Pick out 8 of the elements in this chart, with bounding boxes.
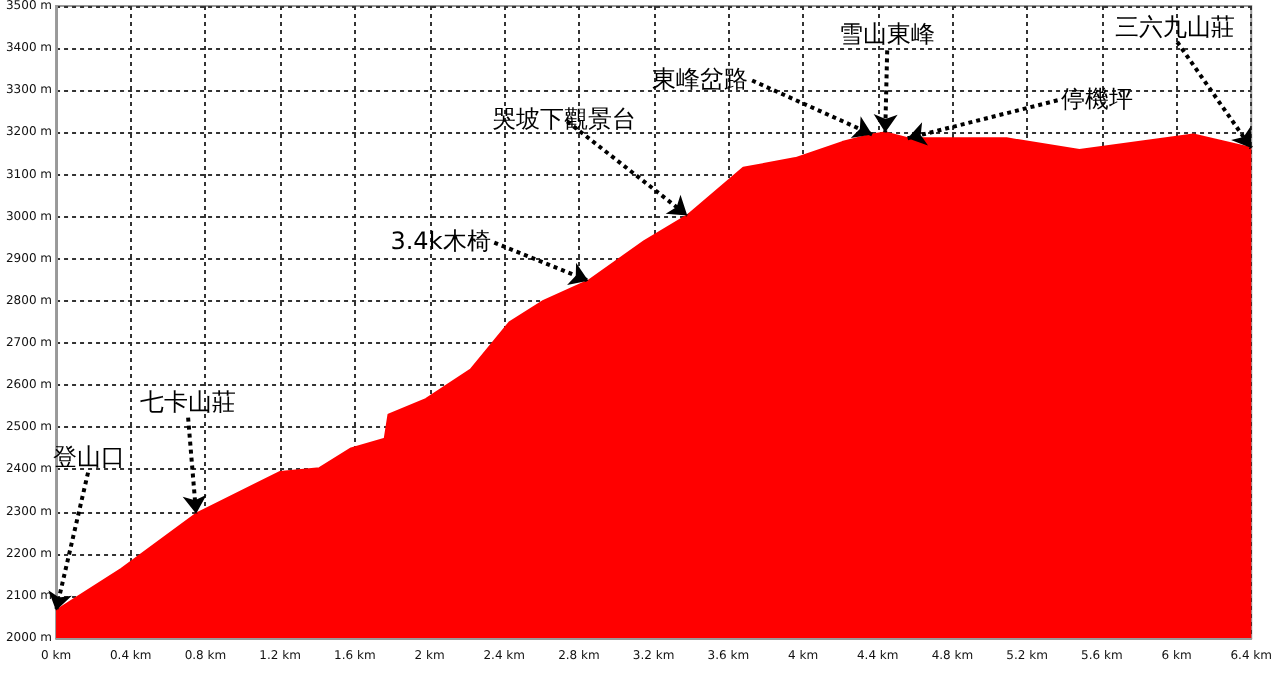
annotation: 停機坪 (1061, 85, 1134, 114)
annotation: 東峰岔路 (652, 64, 749, 93)
annotation: 3.4k木椅 (390, 227, 491, 256)
annotation: 哭坡下觀景台 (492, 104, 637, 133)
annotation: 七卡山莊 (139, 387, 236, 416)
annotation: 三六九山莊 (1114, 12, 1235, 41)
annotation: 登山口 (52, 442, 125, 471)
annotation: 雪山東峰 (839, 20, 936, 49)
